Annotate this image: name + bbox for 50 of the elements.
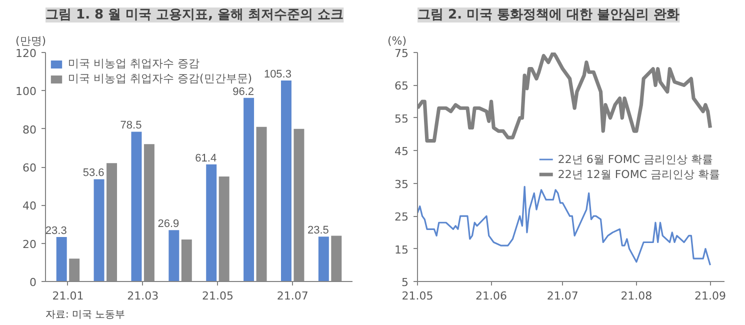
y-tick-label: 60 xyxy=(22,162,37,174)
y-tick-label: 65 xyxy=(394,80,409,93)
y-tick-label: 0 xyxy=(30,276,36,289)
y-axis-title: (%) xyxy=(388,34,407,48)
y-axis-title: (만명) xyxy=(16,34,46,48)
data-label: 61.4 xyxy=(195,152,217,164)
bar xyxy=(206,164,217,282)
bar xyxy=(56,237,67,282)
bar xyxy=(131,132,142,282)
data-label: 105.3 xyxy=(264,68,292,81)
x-tick-label: 21.07 xyxy=(546,290,578,302)
data-label: 26.9 xyxy=(158,218,180,230)
y-tick-label: 80 xyxy=(22,123,37,136)
y-tick-label: 20 xyxy=(22,238,37,251)
data-label: 23.3 xyxy=(45,225,67,238)
bar xyxy=(94,179,104,282)
y-tick-label: 100 xyxy=(16,85,37,98)
y-tick-label: 40 xyxy=(22,200,37,213)
chart-title: 그림 2. 미국 통화정책에 대한 불안심리 완화 xyxy=(418,8,680,22)
text: 자료: 미국 노동부 xyxy=(46,310,126,320)
legend-label: 미국 비농업 취업자수 증감(민간부문) xyxy=(68,71,252,86)
bar xyxy=(244,98,254,282)
y-tick-label: 15 xyxy=(394,243,409,256)
data-label: 78.5 xyxy=(120,120,142,132)
y-tick-label: 55 xyxy=(394,112,409,126)
y-tick-label: 35 xyxy=(394,178,409,191)
x-tick-label: 21.07 xyxy=(276,290,308,302)
data-label: 23.5 xyxy=(308,224,329,237)
bar xyxy=(318,236,329,282)
chart-title: 그림 1. 8 월 미국 고용지표, 올해 최저수준의 쇼크 xyxy=(46,8,344,22)
data-label: 96.2 xyxy=(232,86,254,98)
line-series xyxy=(418,186,712,266)
x-tick-label: 21.01 xyxy=(52,290,84,302)
x-tick-label: 21.09 xyxy=(694,290,726,302)
legend-label: 22년 12월 FOMC 금리인상 확률 xyxy=(558,166,720,182)
data-label: 53.6 xyxy=(82,167,104,180)
y-tick-label: 5 xyxy=(402,276,408,289)
y-tick-label: 45 xyxy=(394,145,409,158)
bar xyxy=(168,230,180,282)
x-tick-label: 21.05 xyxy=(202,290,234,302)
x-tick-label: 21.08 xyxy=(620,290,652,302)
legend-label: 미국 비농업 취업자수 증감 xyxy=(68,56,200,71)
y-tick-label: 25 xyxy=(394,210,409,224)
x-tick-label: 21.05 xyxy=(402,290,434,302)
y-tick-label: 75 xyxy=(394,47,409,60)
x-tick-label: 21.03 xyxy=(127,290,159,302)
y-tick-label: 120 xyxy=(16,47,37,60)
x-tick-label: 21.06 xyxy=(476,290,508,302)
bar xyxy=(280,80,292,282)
legend-label: 22년 6월 FOMC 금리인상 확률 xyxy=(558,152,713,166)
